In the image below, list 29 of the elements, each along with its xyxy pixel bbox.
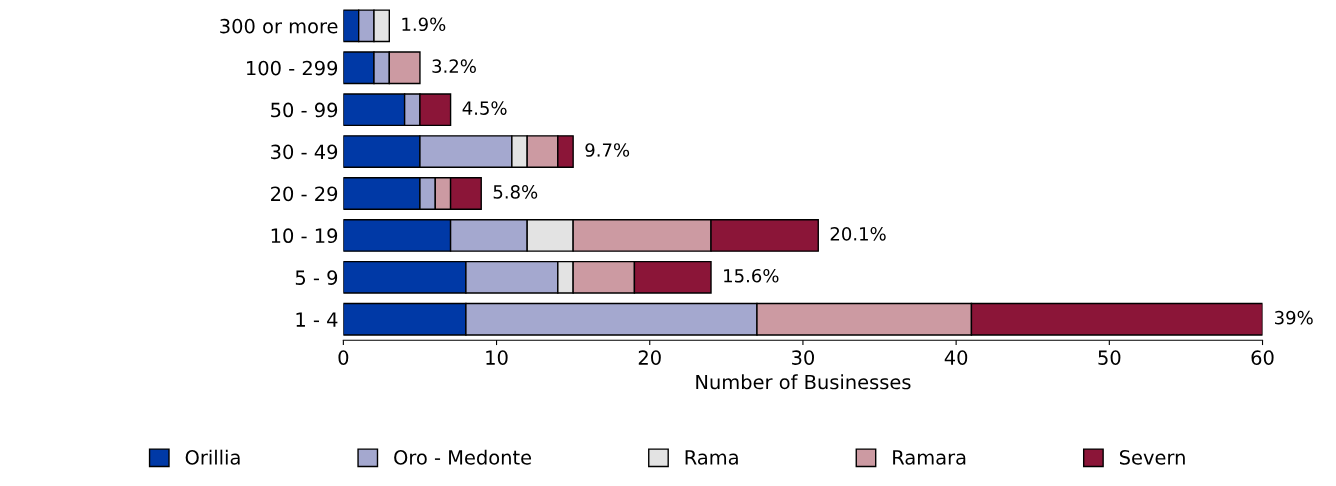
x-tick-label: 10	[486, 350, 508, 365]
x-axis-title: Number of Businesses	[696, 374, 911, 390]
x-tick-label: 0	[338, 350, 349, 365]
y-tick-label: 1 - 4	[296, 312, 338, 327]
x-tick-label: 30	[792, 350, 815, 365]
annotation: 3.2%	[432, 59, 476, 73]
annotation: 1.9%	[402, 17, 446, 32]
x-tick-label: 60	[1251, 350, 1274, 365]
legend-label: Oro - Medonte	[394, 449, 532, 465]
legend-label: Orillia	[185, 449, 240, 465]
y-tick-label: 30 - 49	[271, 144, 338, 160]
y-tick-label: 5 - 9	[295, 270, 338, 285]
y-tick-label: 300 or more	[220, 18, 338, 34]
x-tick-label: 40	[944, 350, 968, 365]
y-tick-label: 10 - 19	[271, 228, 338, 244]
legend-label: Ramara	[893, 450, 966, 465]
y-tick-label: 100 - 299	[247, 60, 338, 76]
legend-label: Rama	[685, 450, 738, 465]
y-tick-label: 20 - 29	[271, 186, 338, 202]
annotation: 39%	[1275, 310, 1313, 325]
legend-label: Severn	[1119, 450, 1185, 465]
annotation: 4.5%	[462, 101, 507, 115]
annotation: 5.8%	[493, 185, 538, 199]
x-tick-label: 50	[1098, 350, 1121, 365]
annotation: 9.7%	[585, 143, 630, 157]
annotation: 15.6%	[724, 268, 779, 283]
annotation: 20.1%	[830, 226, 886, 241]
x-tick-label: 20	[638, 350, 661, 365]
y-tick-label: 50 - 99	[271, 102, 338, 118]
